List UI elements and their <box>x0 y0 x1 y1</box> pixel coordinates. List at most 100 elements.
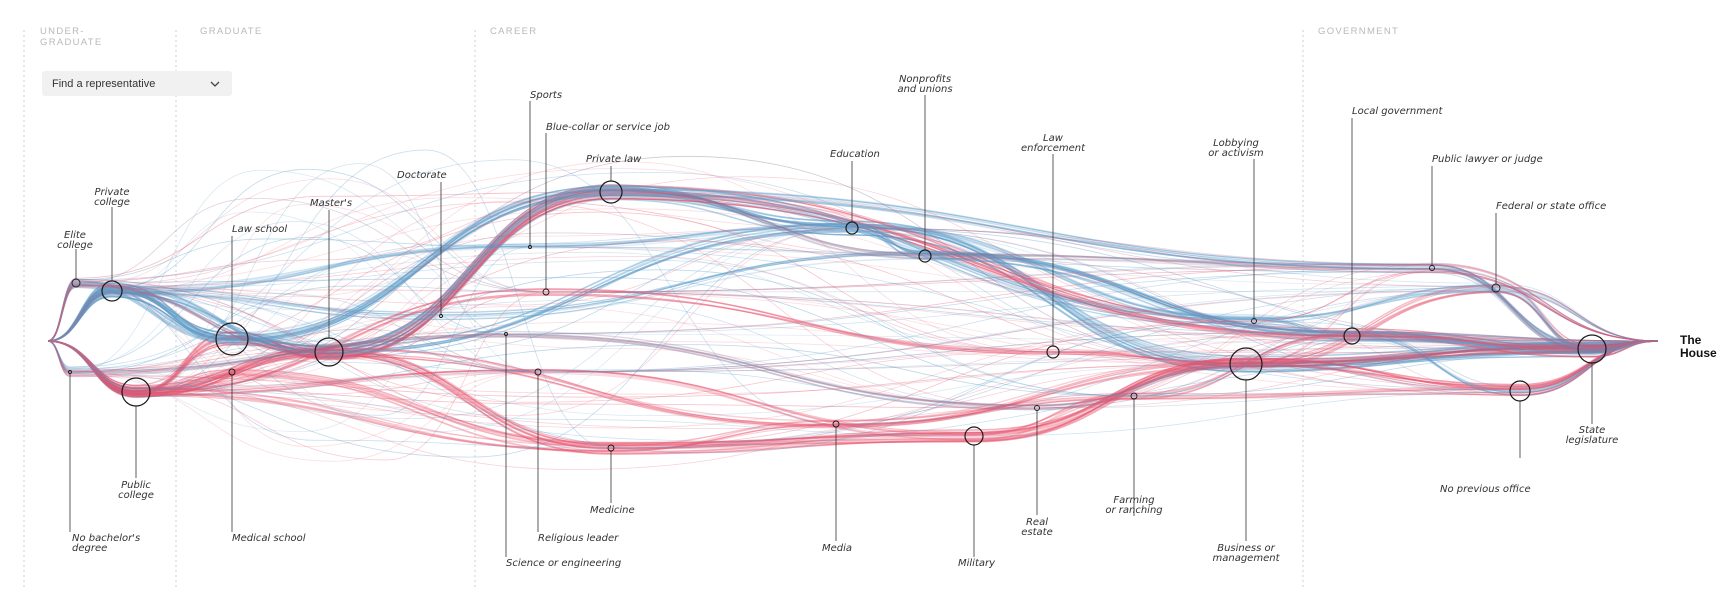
flow-line <box>47 178 1659 342</box>
flow-line <box>47 225 1659 353</box>
flow-line <box>47 223 1659 353</box>
node-education[interactable] <box>845 221 859 235</box>
flow-line <box>47 267 1659 373</box>
node-local_gov[interactable] <box>1343 327 1361 345</box>
node-law_school[interactable] <box>215 322 249 356</box>
flow-line <box>47 288 1659 394</box>
node-doctorate[interactable] <box>439 314 443 318</box>
node-religious[interactable] <box>534 368 542 376</box>
flow-line <box>47 340 1659 455</box>
flow-line <box>47 253 1659 396</box>
flow-line <box>47 169 1659 374</box>
node-state_leg[interactable] <box>1577 334 1607 364</box>
flow-line <box>47 186 1659 347</box>
flow-line <box>47 227 1659 416</box>
label-elite: Elite <box>64 230 86 241</box>
find-representative-dropdown[interactable]: Find a representative <box>42 71 232 96</box>
node-labels: ElitecollegePrivatecollegePubliccollegeN… <box>57 74 1717 569</box>
label-law_enforcement: enforcement <box>1021 143 1086 154</box>
label-private_college: Private <box>94 187 129 198</box>
label-medicine: Medicine <box>590 505 635 516</box>
stage-nodes <box>68 180 1607 452</box>
flow-line <box>47 195 1659 351</box>
node-private_law[interactable] <box>599 180 623 204</box>
flow-line <box>47 187 1659 348</box>
flow-line <box>47 168 1659 342</box>
flow-line <box>47 228 1659 354</box>
flow-line <box>47 191 1659 342</box>
flow-line <box>47 168 1659 365</box>
flow-line <box>47 227 1659 353</box>
node-science[interactable] <box>504 332 508 336</box>
flow-line <box>47 189 1659 355</box>
label-religious: Religious leader <box>538 533 619 544</box>
flow-line <box>47 189 1659 355</box>
flow-line <box>47 340 1659 450</box>
flow-line <box>47 340 1659 448</box>
flow-line <box>47 340 1659 450</box>
flow-line <box>47 190 1659 349</box>
node-business[interactable] <box>1229 347 1263 381</box>
node-public_college[interactable] <box>121 377 151 407</box>
flow-line <box>47 194 1659 353</box>
flow-line <box>47 204 1659 396</box>
flow-line <box>47 340 1659 449</box>
flow-line <box>47 159 1659 425</box>
node-media[interactable] <box>832 420 840 428</box>
label-federal_state: Federal or state office <box>1496 201 1606 212</box>
flow-line <box>47 278 1659 437</box>
flow-line <box>47 191 1659 356</box>
flow-line <box>47 290 1659 428</box>
node-public_lawyer[interactable] <box>1429 265 1435 271</box>
flow-line <box>47 330 1659 406</box>
flow-line <box>47 197 1659 393</box>
flow-line <box>47 340 1659 446</box>
node-military[interactable] <box>964 426 984 446</box>
node-lobbying[interactable] <box>1251 318 1257 324</box>
flow-line <box>47 211 1659 373</box>
flow-line <box>47 287 1659 425</box>
node-nonprofits[interactable] <box>918 249 932 263</box>
flow-line <box>47 262 1659 365</box>
node-blue_collar[interactable] <box>542 288 550 296</box>
flow-line <box>47 163 1659 390</box>
flow-lines <box>47 149 1659 470</box>
flow-line <box>47 246 1659 416</box>
node-masters[interactable] <box>314 337 344 367</box>
flow-line <box>47 189 1659 351</box>
flow-line <box>47 336 1659 411</box>
flow-line <box>47 271 1659 447</box>
flow-line <box>47 230 1659 353</box>
flow-line <box>47 171 1659 365</box>
flow-line <box>47 185 1659 352</box>
label-no_previous: No previous office <box>1440 484 1531 495</box>
node-real_estate[interactable] <box>1034 405 1040 411</box>
node-private_college[interactable] <box>101 280 123 302</box>
node-no_bachelor[interactable] <box>68 370 72 374</box>
node-medicine[interactable] <box>607 444 615 452</box>
flow-line <box>47 197 1659 351</box>
node-no_previous[interactable] <box>1509 380 1531 402</box>
node-law_enforcement[interactable] <box>1046 345 1060 359</box>
label-public_college: college <box>118 490 154 501</box>
node-sports[interactable] <box>528 245 532 249</box>
label-law_enforcement: Law <box>1043 133 1064 144</box>
flow-line <box>47 258 1659 393</box>
flow-line <box>47 335 1659 462</box>
flow-line <box>47 190 1659 362</box>
flow-line <box>47 185 1659 394</box>
label-law_school: Law school <box>232 224 287 235</box>
flow-line <box>47 227 1659 396</box>
node-farming[interactable] <box>1130 392 1138 400</box>
flow-line <box>47 264 1659 461</box>
label-elite: college <box>57 240 93 251</box>
flow-line <box>47 283 1659 373</box>
flow-line <box>47 228 1659 358</box>
flow-line <box>47 197 1659 342</box>
node-medical_school[interactable] <box>228 368 236 376</box>
node-elite[interactable] <box>71 278 81 288</box>
flow-line <box>47 340 1659 445</box>
flow-line <box>47 340 1659 452</box>
flow-line <box>47 188 1659 352</box>
node-federal_state[interactable] <box>1491 283 1501 293</box>
